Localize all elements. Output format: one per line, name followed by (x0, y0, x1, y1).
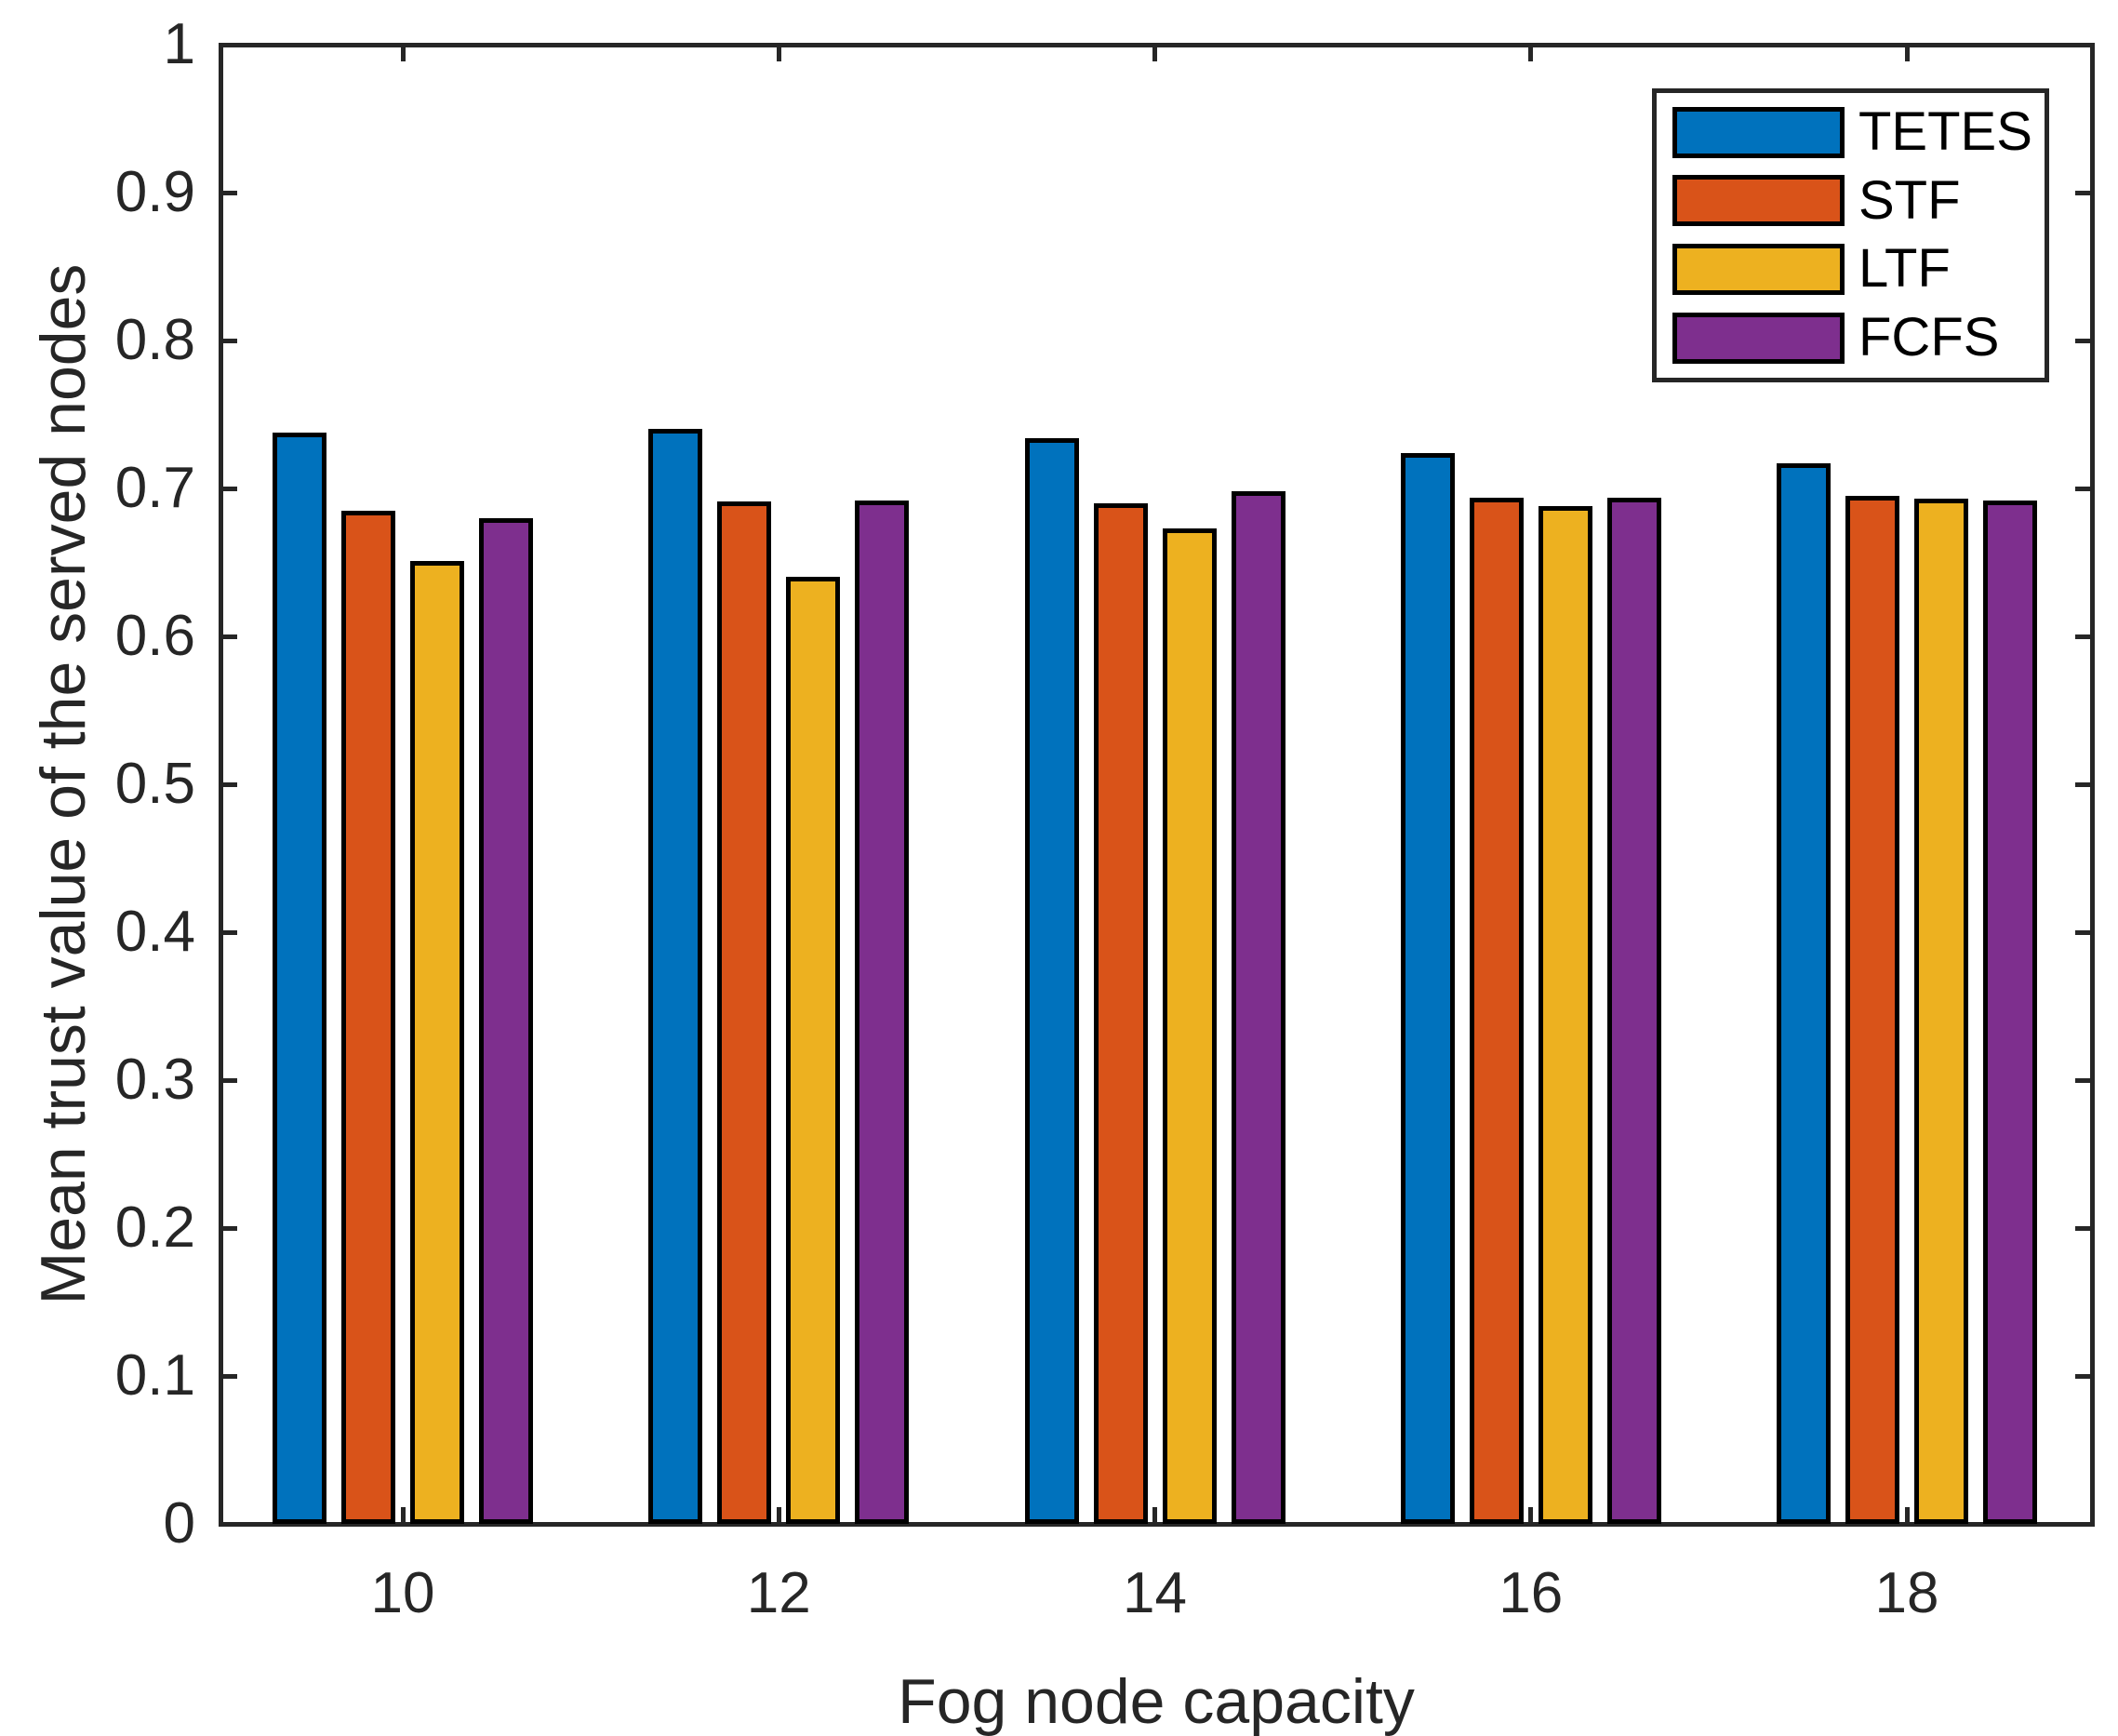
bar-stf-12 (717, 501, 772, 1524)
y-tick-label: 0.8 (114, 308, 195, 372)
bar-tetes-16 (1400, 452, 1455, 1524)
x-tick-bottom (776, 1507, 781, 1524)
x-axis-label: Fog node capacity (898, 1666, 1415, 1736)
y-tick-right (2075, 929, 2092, 935)
bar-fcfs-14 (1231, 491, 1285, 1524)
y-tick-right (2075, 190, 2092, 195)
y-tick-left (220, 781, 237, 787)
bar-stf-18 (1845, 495, 1899, 1524)
y-tick-left (220, 929, 237, 935)
y-tick-right (2075, 42, 2092, 47)
y-tick-left (220, 1225, 237, 1231)
y-tick-label: 0.3 (114, 1048, 195, 1112)
y-tick-left (220, 1077, 237, 1083)
bar-tetes-18 (1777, 462, 1831, 1524)
y-tick-label: 0.7 (114, 456, 195, 520)
bar-ltf-12 (786, 577, 841, 1524)
legend-label-tetes: TETES (1858, 101, 2032, 162)
x-tick-bottom (1152, 1507, 1157, 1524)
legend-swatch-stf (1672, 175, 1845, 227)
y-tick-right (2075, 1077, 2092, 1083)
bar-tetes-10 (273, 432, 326, 1524)
y-tick-left (220, 634, 237, 639)
bar-ltf-14 (1162, 527, 1217, 1524)
y-tick-left (220, 1373, 237, 1379)
x-tick-bottom (1528, 1507, 1534, 1524)
bar-fcfs-16 (1606, 497, 1661, 1524)
bar-fcfs-18 (1983, 500, 2037, 1524)
y-tick-label: 0 (163, 1491, 195, 1556)
bar-ltf-16 (1538, 506, 1592, 1524)
x-tick-bottom (400, 1507, 406, 1524)
bar-tetes-12 (648, 429, 703, 1524)
y-tick-right (2075, 1225, 2092, 1231)
bar-stf-16 (1469, 497, 1524, 1524)
y-tick-label: 0.5 (114, 752, 195, 816)
legend-swatch-fcfs (1672, 312, 1845, 364)
bar-fcfs-10 (479, 517, 533, 1524)
x-tick-label: 10 (370, 1561, 435, 1625)
y-tick-label: 0.4 (114, 900, 195, 964)
legend-label-stf: STF (1858, 169, 1961, 231)
y-tick-label: 0.9 (114, 160, 195, 224)
x-tick-top (1528, 45, 1534, 61)
x-tick-label: 16 (1499, 1561, 1564, 1625)
x-tick-label: 12 (746, 1561, 811, 1625)
y-tick-right (2075, 634, 2092, 639)
bar-tetes-14 (1024, 437, 1079, 1524)
bar-fcfs-12 (855, 500, 910, 1524)
x-tick-top (400, 45, 406, 61)
y-tick-right (2075, 1521, 2092, 1527)
bar-stf-10 (341, 510, 395, 1524)
y-tick-label: 0.1 (114, 1343, 195, 1408)
legend-swatch-tetes (1672, 106, 1845, 158)
x-tick-label: 14 (1123, 1561, 1187, 1625)
legend-label-ltf: LTF (1858, 238, 1951, 300)
legend-label-fcfs: FCFS (1858, 307, 2000, 368)
y-tick-label: 0.6 (114, 604, 195, 668)
x-tick-top (1152, 45, 1157, 61)
y-tick-label: 1 (163, 12, 195, 76)
bar-stf-14 (1093, 502, 1148, 1524)
x-tick-top (776, 45, 781, 61)
y-tick-right (2075, 781, 2092, 787)
y-tick-label: 0.2 (114, 1195, 195, 1260)
y-tick-left (220, 42, 237, 47)
x-tick-bottom (1904, 1507, 1910, 1524)
legend-swatch-ltf (1672, 243, 1845, 295)
y-tick-right (2075, 486, 2092, 491)
y-tick-right (2075, 338, 2092, 343)
x-tick-label: 18 (1874, 1561, 1939, 1625)
y-tick-right (2075, 1373, 2092, 1379)
bar-ltf-10 (410, 560, 464, 1524)
bar-ltf-18 (1914, 499, 1968, 1524)
y-tick-left (220, 1521, 237, 1527)
y-tick-left (220, 338, 237, 343)
y-tick-left (220, 190, 237, 195)
x-tick-top (1904, 45, 1910, 61)
y-tick-left (220, 486, 237, 491)
